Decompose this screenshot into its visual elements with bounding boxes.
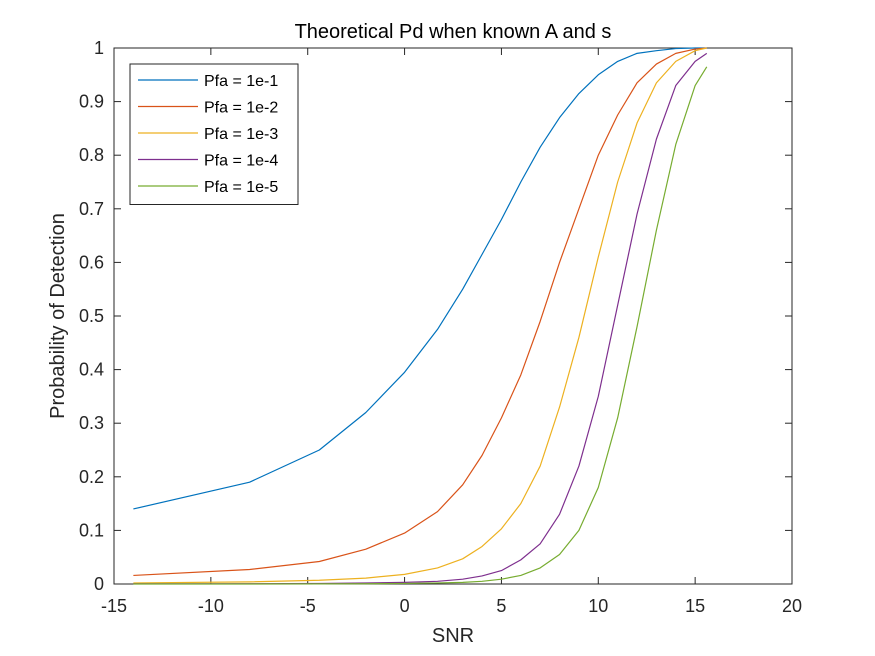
x-tick-label: -15	[101, 596, 127, 616]
series-line-5	[133, 66, 708, 585]
x-tick-label: -5	[300, 596, 316, 616]
x-tick-label: -10	[198, 596, 224, 616]
legend: Pfa = 1e-1 Pfa = 1e-2 Pfa = 1e-3 Pfa = 1e-4…	[129, 63, 299, 205]
series-line-1	[133, 47, 707, 510]
y-tick-label: 0.7	[79, 199, 104, 219]
y-tick-label: 0.8	[79, 145, 104, 165]
x-tick-label: 5	[496, 596, 506, 616]
y-tick-label: 0.4	[79, 360, 104, 380]
y-tick-label: 0.9	[79, 92, 104, 112]
series-line-4	[133, 52, 708, 585]
x-tick-label: 20	[782, 596, 802, 616]
legend-label-3: Pfa = 1e-3	[204, 126, 278, 143]
legend-label-4: Pfa = 1e-4	[204, 153, 278, 170]
y-tick-label: 0.3	[79, 413, 104, 433]
y-tick-label: 0.1	[79, 520, 104, 540]
legend-label-2: Pfa = 1e-2	[204, 100, 278, 117]
y-tick-label: 0.5	[79, 306, 104, 326]
series-layer	[133, 47, 708, 585]
x-axis-label: SNR	[432, 625, 474, 647]
legend-label-5: Pfa = 1e-5	[204, 179, 278, 196]
x-tick-label: 10	[588, 596, 608, 616]
axis-ticks: -15 -10 -5 0 5 10 15 20 0 0.1 0.2 0.3 0.4 0.5 0.6 0.7 0.…	[79, 38, 802, 616]
series-line-2	[133, 47, 707, 577]
series-line-3	[133, 47, 707, 584]
y-tick-label: 0	[94, 574, 104, 594]
chart-title: Theoretical Pd when known A and s	[295, 21, 612, 43]
x-tick-label: 15	[685, 596, 705, 616]
y-tick-label: 1	[94, 38, 104, 58]
y-tick-label: 0.2	[79, 467, 104, 487]
y-axis-label: Probability of Detection	[47, 213, 69, 419]
legend-label-1: Pfa = 1e-1	[204, 73, 278, 90]
y-tick-label: 0.6	[79, 252, 104, 272]
x-tick-label: 0	[400, 596, 410, 616]
legend-box	[129, 63, 299, 205]
